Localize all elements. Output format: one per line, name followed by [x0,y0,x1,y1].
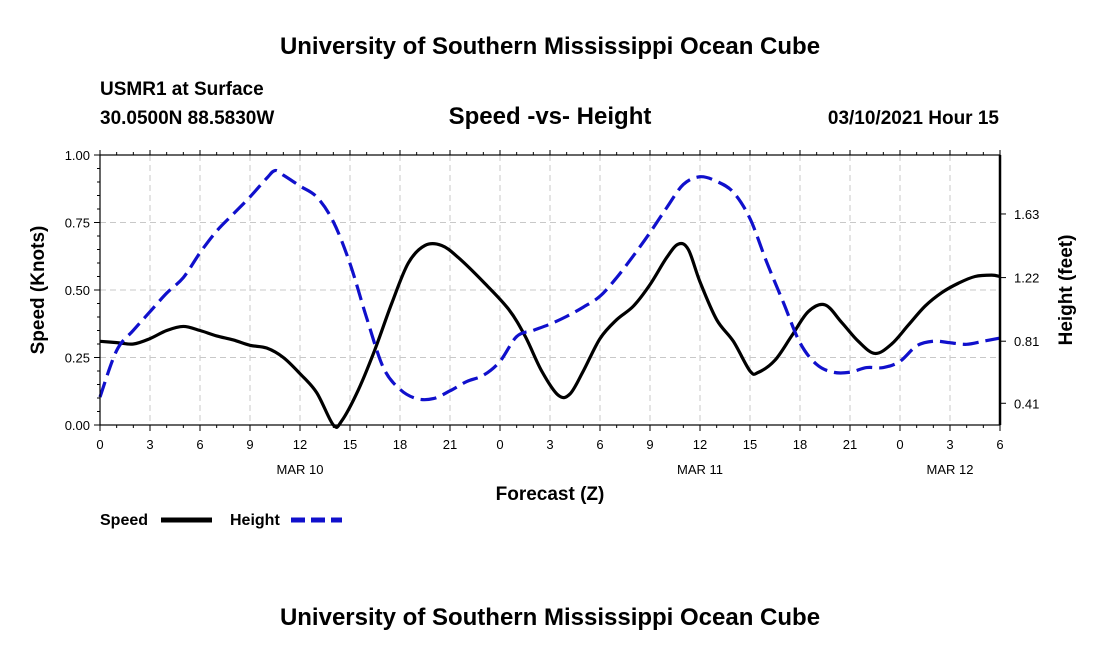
y-tick-label: 0.25 [65,351,90,366]
y-axis-title: Speed (Knots) [28,226,49,355]
x-tick-label: 21 [443,437,457,452]
legend: Speed Height [100,512,342,529]
x-tick-label: 12 [693,437,707,452]
x-tick-label: 18 [793,437,807,452]
date-label: MAR 12 [927,462,974,477]
x-tick-label: 15 [343,437,357,452]
x-tick-label: 12 [293,437,307,452]
legend-height-label: Height [230,512,280,529]
x-tick-label: 6 [596,437,603,452]
x-tick-label: 3 [146,437,153,452]
date-label: MAR 11 [677,462,723,477]
x-axis-title: Forecast (Z) [496,484,605,505]
x-tick-label: 3 [946,437,953,452]
x-tick-label: 18 [393,437,407,452]
legend-speed-label: Speed [100,512,148,529]
y-tick-label: 0.50 [65,283,90,298]
station-label: USMR1 at Surface [100,79,264,100]
x-tick-label: 21 [843,437,857,452]
y2-tick-label: 0.81 [1014,334,1039,349]
coords-label: 30.0500N 88.5830W [100,108,274,129]
chart-axes: 0 3 6 9 12 15 18 21 0 3 6 9 12 15 18 21 0 3 6 MAR 10 MAR 11 M… [65,148,1040,477]
x-tick-label: 0 [896,437,903,452]
x-tick-label: 9 [646,437,653,452]
y2-tick-label: 1.63 [1014,207,1039,222]
series-line-height [98,168,1001,402]
y-tick-label: 1.00 [65,148,90,163]
y-tick-label: 0.75 [65,216,90,231]
x-tick-label: 9 [246,437,253,452]
chart-title: Speed -vs- Height [449,103,652,130]
x-tick-label: 6 [996,437,1003,452]
x-tick-label: 6 [196,437,203,452]
x-tick-label: 0 [96,437,103,452]
x-tick-label: 15 [743,437,757,452]
y2-tick-label: 1.22 [1014,271,1039,286]
chart-series [98,168,1001,429]
bottom-title: University of Southern Mississippi Ocean… [280,604,820,631]
x-tick-label: 0 [496,437,503,452]
series-line-speed [99,241,1001,429]
y2-axis-title: Height (feet) [1056,235,1077,346]
datetime-label: 03/10/2021 Hour 15 [828,108,1000,129]
chart-grid [100,155,1000,425]
y2-tick-label: 0.41 [1014,396,1039,411]
date-label: MAR 10 [277,462,324,477]
x-tick-label: 3 [546,437,553,452]
top-title: University of Southern Mississippi Ocean… [280,33,820,60]
y-tick-label: 0.00 [65,418,90,433]
